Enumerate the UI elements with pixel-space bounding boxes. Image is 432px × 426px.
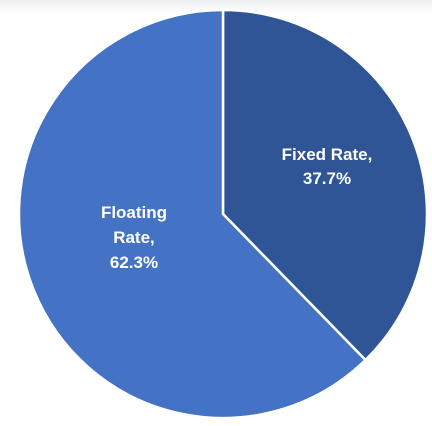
data-label-floating-rate: Floating Rate, 62.3%	[101, 203, 167, 272]
data-label-floating-rate-line-2: Rate,	[113, 228, 155, 247]
data-label-fixed-rate-line-2: 37.7%	[303, 169, 351, 188]
pie-slice-fixed-rate	[221, 8, 429, 362]
pie-slice-floating-rate	[17, 8, 367, 420]
data-label-fixed-rate: Fixed Rate, 37.7%	[282, 145, 373, 188]
data-label-floating-rate-line-1: Floating	[101, 203, 167, 222]
data-label-fixed-rate-line-1: Fixed Rate,	[282, 145, 373, 164]
data-label-floating-rate-line-3: 62.3%	[110, 253, 158, 272]
